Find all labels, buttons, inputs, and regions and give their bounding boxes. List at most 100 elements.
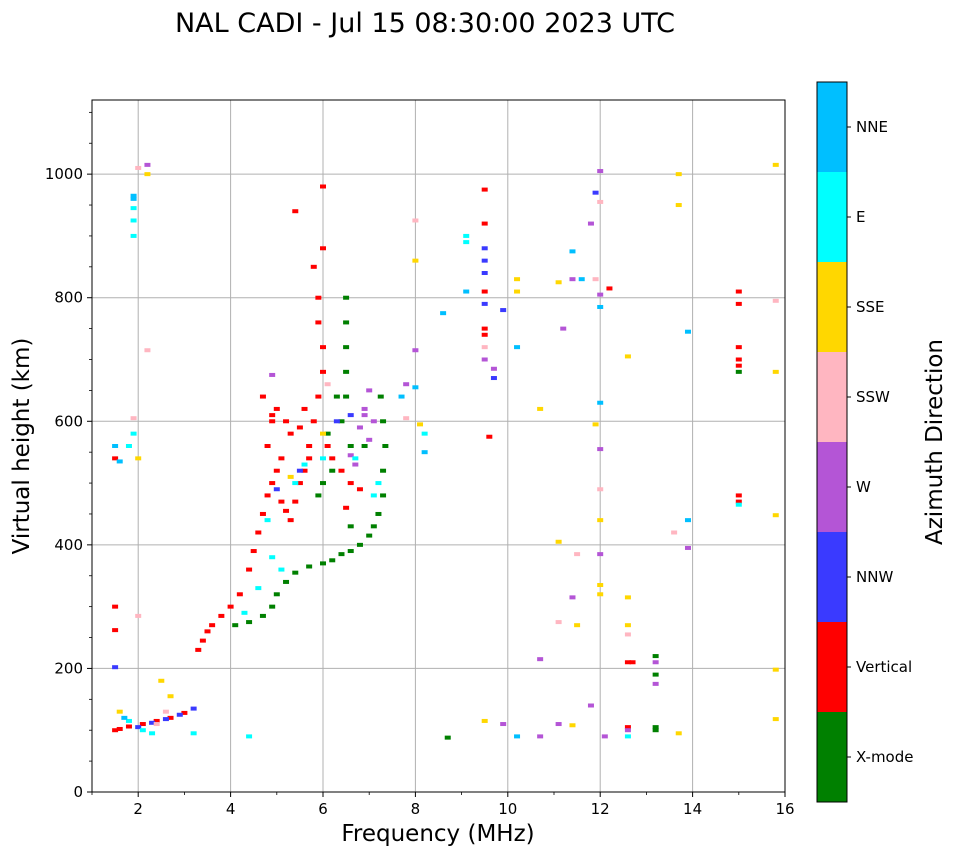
point-vertical	[112, 604, 119, 609]
point-ssw	[153, 722, 160, 727]
point-vertical	[269, 413, 276, 418]
point-sse	[772, 369, 779, 374]
point-nnw	[481, 301, 488, 306]
point-e	[125, 444, 132, 448]
point-sse	[772, 513, 779, 518]
point-ssw	[624, 632, 631, 637]
point-vertical	[735, 301, 742, 306]
point-vertical	[306, 456, 313, 461]
point-sse	[135, 456, 142, 461]
point-ssw	[597, 487, 604, 492]
point-e	[130, 206, 137, 211]
point-sse	[772, 667, 779, 672]
point-vertical	[112, 728, 119, 733]
x-tick-label: 8	[411, 800, 421, 818]
point-ssw	[135, 165, 142, 170]
point-vertical	[606, 286, 613, 291]
point-w	[684, 545, 691, 550]
point-vertical	[629, 660, 636, 665]
point-vertical	[227, 604, 234, 609]
point-x-mode	[259, 613, 266, 618]
point-nne	[440, 311, 447, 316]
point-sse	[574, 623, 581, 628]
point-vertical	[310, 264, 317, 269]
point-x-mode	[380, 419, 387, 424]
point-x-mode	[347, 524, 354, 529]
point-vertical	[292, 209, 299, 214]
point-e	[149, 731, 156, 736]
point-vertical	[481, 187, 488, 192]
point-vertical	[287, 518, 294, 523]
point-vertical	[250, 549, 257, 554]
point-nne	[514, 345, 521, 350]
point-e	[370, 493, 377, 498]
point-vertical	[273, 468, 280, 473]
point-vertical	[310, 419, 317, 424]
point-vertical	[624, 660, 631, 665]
y-tick-label: 200	[54, 659, 83, 677]
point-sse	[597, 592, 604, 597]
point-x-mode	[246, 620, 253, 625]
point-x-mode	[377, 394, 384, 399]
point-vertical	[255, 530, 262, 535]
colorbar-tick-label: SSW	[856, 388, 890, 406]
point-sse	[287, 474, 294, 479]
point-nne	[597, 304, 604, 309]
plot-frame	[91, 99, 786, 793]
point-vertical	[167, 715, 174, 720]
point-e	[421, 431, 428, 436]
point-e	[139, 728, 146, 733]
point-x-mode	[320, 561, 326, 566]
x-tick-label: 2	[133, 800, 143, 818]
point-w	[537, 657, 544, 662]
point-nnw	[592, 190, 599, 195]
point-e	[320, 456, 326, 461]
point-nne	[463, 289, 470, 294]
point-nne	[398, 394, 405, 399]
plot-background	[92, 100, 785, 792]
point-ssw	[555, 620, 562, 625]
y-axis-label: Virtual height (km)	[9, 338, 35, 555]
point-w	[144, 162, 151, 167]
point-x-mode	[652, 672, 659, 677]
point-vertical	[735, 493, 742, 498]
point-nnw	[296, 468, 303, 473]
point-x-mode	[735, 369, 742, 374]
y-tick-label: 0	[73, 783, 83, 801]
colorbar-segment	[817, 352, 847, 442]
point-vertical	[735, 499, 742, 504]
point-x-mode	[343, 320, 350, 325]
point-x-mode	[343, 394, 350, 399]
point-e	[735, 502, 742, 507]
point-x-mode	[347, 444, 354, 448]
x-tick-label: 16	[775, 800, 794, 818]
point-vertical	[315, 394, 322, 399]
point-vertical	[329, 456, 336, 461]
point-sse	[116, 709, 123, 714]
colorbar-tick-label: W	[856, 478, 871, 496]
point-x-mode	[320, 481, 326, 486]
point-w	[356, 425, 363, 430]
point-e	[246, 734, 253, 739]
x-tick-label: 12	[591, 800, 610, 818]
point-ssw	[403, 416, 410, 421]
point-e	[264, 518, 271, 523]
point-vertical	[287, 431, 294, 436]
point-x-mode	[380, 468, 387, 473]
point-nnw	[162, 717, 169, 722]
point-nnw	[481, 246, 488, 251]
point-vertical	[269, 481, 276, 486]
point-x-mode	[324, 431, 331, 436]
point-e	[130, 233, 137, 238]
point-e	[269, 555, 276, 560]
point-vertical	[315, 320, 322, 325]
point-vertical	[735, 363, 742, 368]
point-nne	[569, 249, 576, 254]
point-w	[597, 552, 604, 557]
point-x-mode	[338, 552, 345, 557]
point-vertical	[139, 722, 146, 727]
point-x-mode	[356, 542, 363, 547]
point-x-mode	[269, 604, 276, 609]
point-w	[597, 447, 604, 452]
point-vertical	[112, 456, 119, 461]
